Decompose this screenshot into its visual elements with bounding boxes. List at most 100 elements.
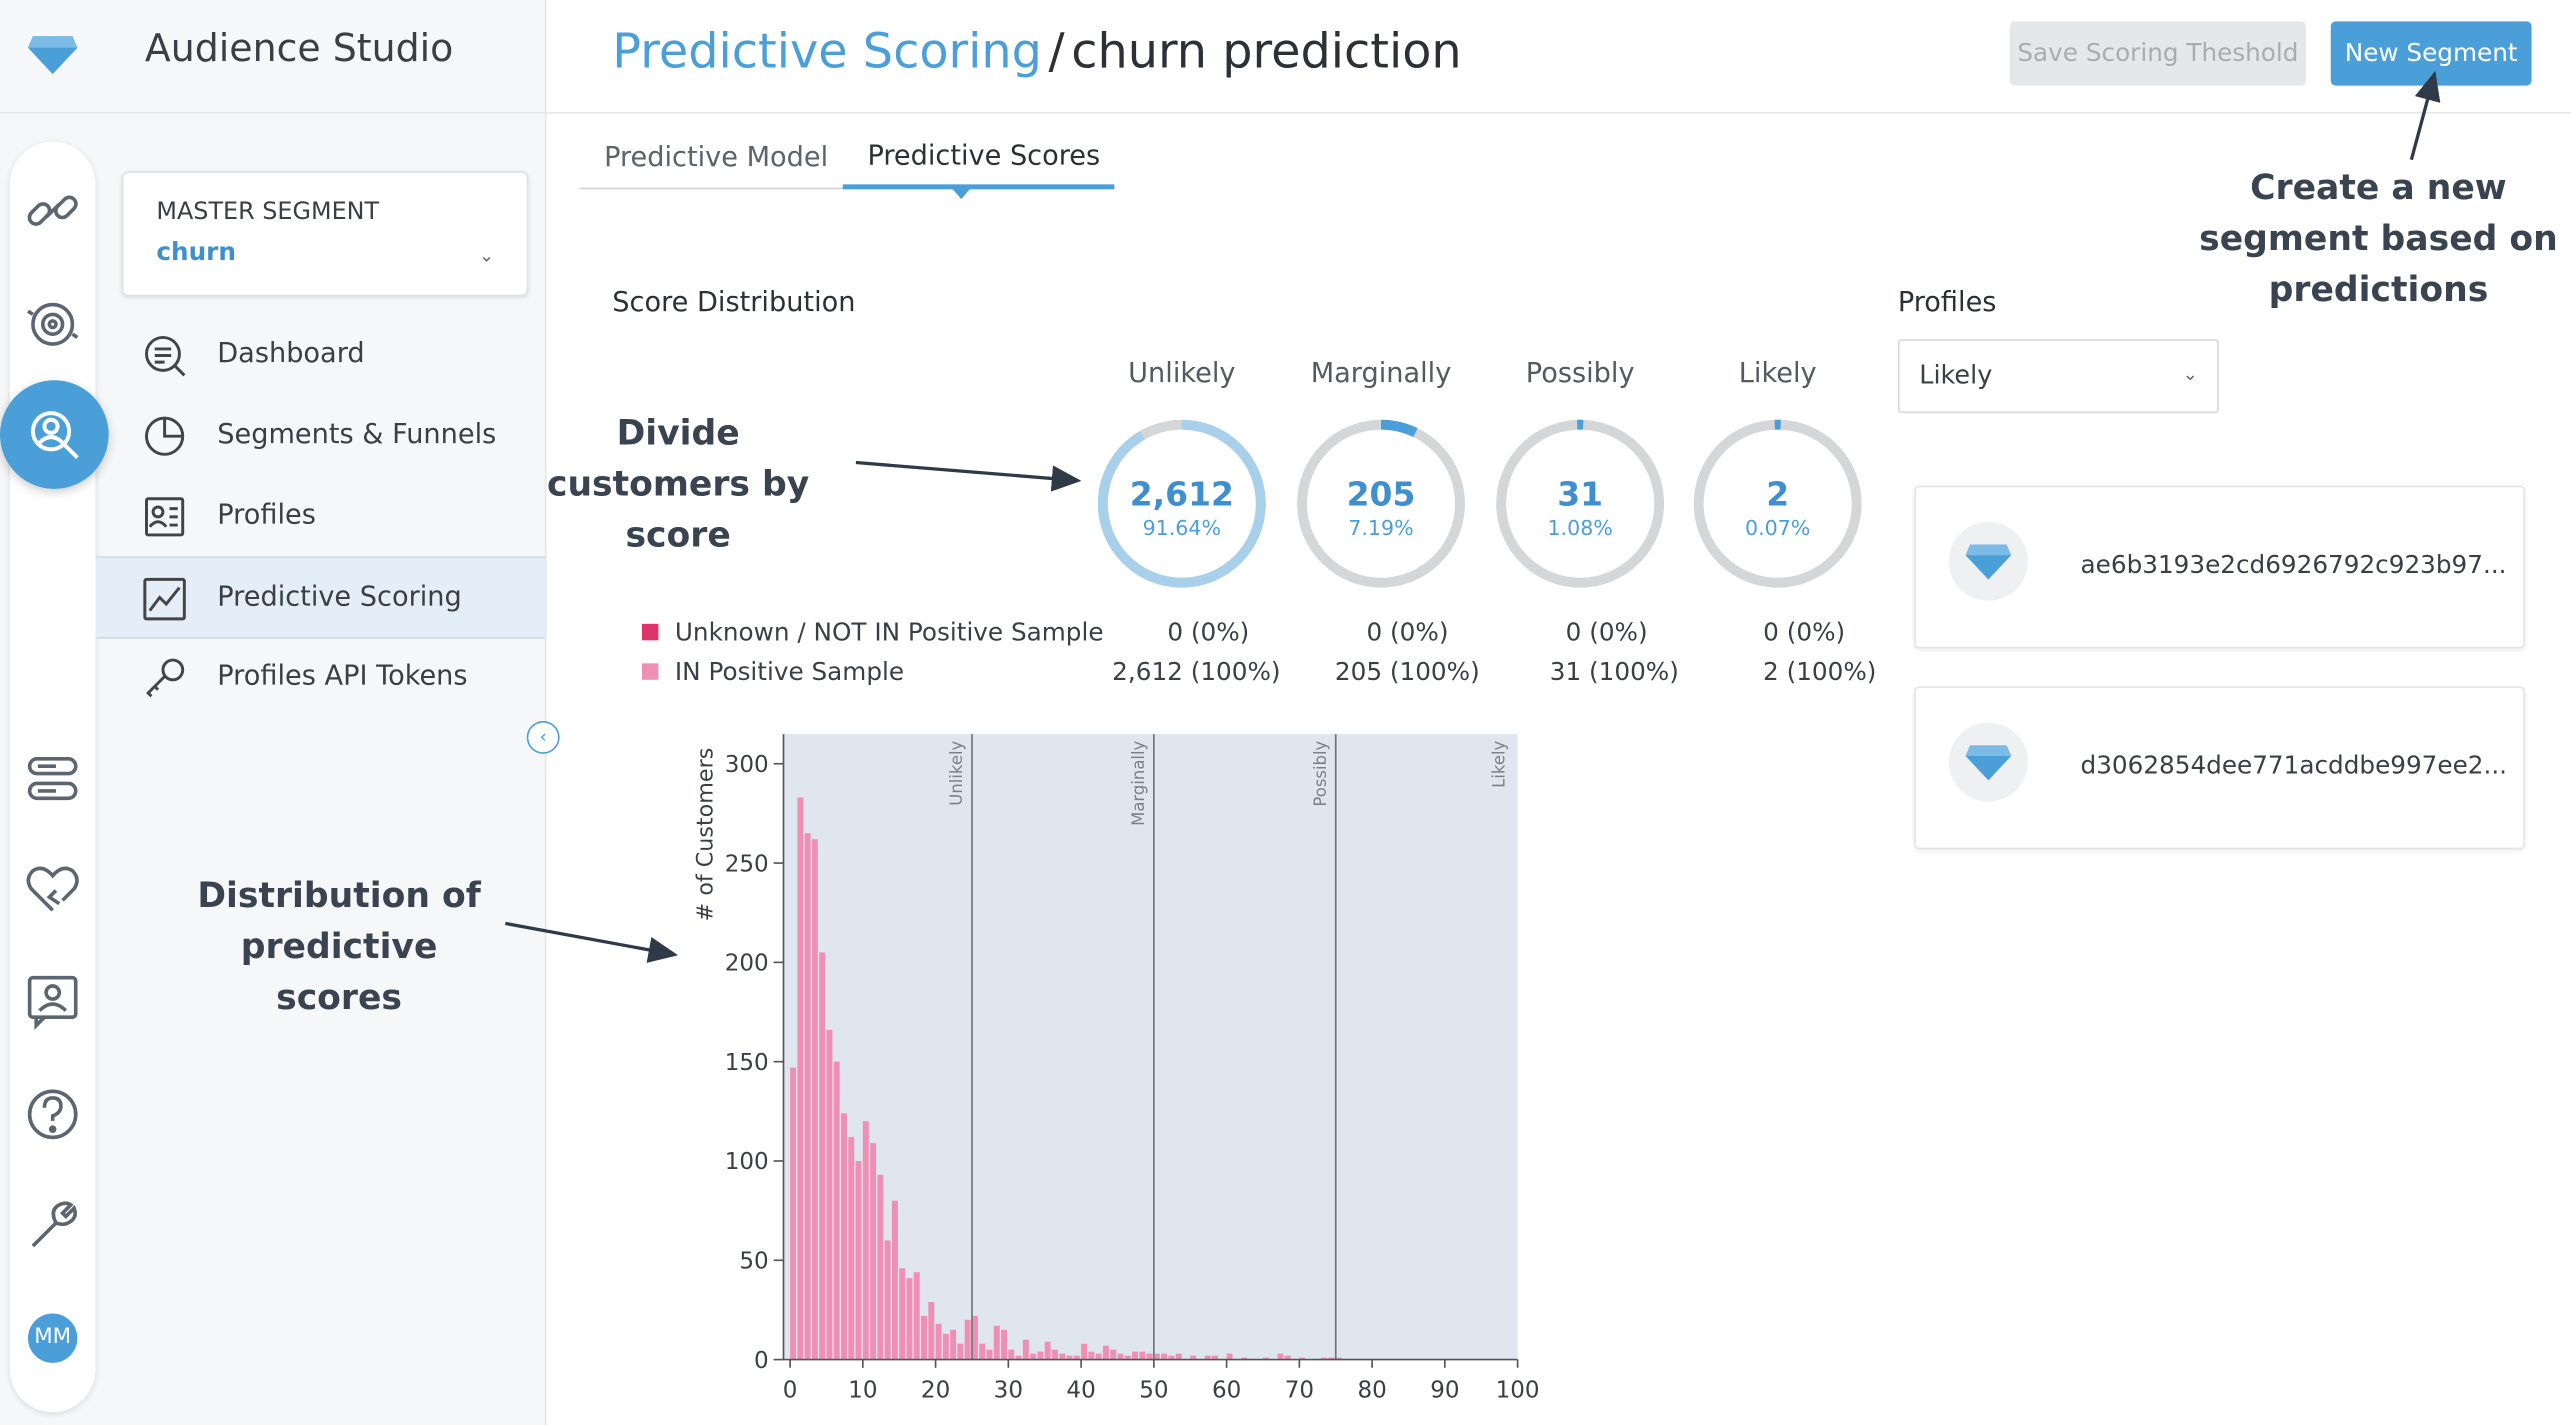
histogram-bar	[1190, 1355, 1197, 1360]
y-tick-label: 250	[725, 851, 769, 877]
x-tick-label: 80	[1357, 1377, 1386, 1403]
possibly-unknown-value: 0 (0%)	[1565, 617, 1648, 647]
tab-predictive-scores[interactable]: Predictive Scores	[867, 139, 1101, 172]
histogram-bar	[1008, 1349, 1015, 1360]
legend-unknown: Unknown / NOT IN Positive Sample	[641, 617, 1104, 647]
histogram-bar	[935, 1323, 942, 1360]
collapse-sidebar-button[interactable]: ‹	[526, 720, 560, 754]
histogram-bar	[928, 1301, 935, 1360]
histogram-bar	[1081, 1343, 1088, 1360]
diamond-icon	[1965, 745, 2012, 781]
heart-icon[interactable]	[23, 859, 82, 918]
histogram-bar	[913, 1272, 920, 1360]
histogram-bar	[797, 797, 804, 1360]
bucket-count: 2	[1766, 474, 1790, 514]
link-icon[interactable]	[23, 181, 82, 240]
donut-possibly[interactable]: 31 1.08%	[1491, 415, 1669, 593]
gear-cycle-icon[interactable]	[23, 295, 82, 354]
histogram-bar	[1102, 1345, 1109, 1360]
x-tick-label: 10	[848, 1377, 877, 1403]
tab-predictive-model[interactable]: Predictive Model	[604, 141, 829, 173]
legend-label: IN Positive Sample	[674, 656, 905, 687]
histogram-bar	[1153, 1353, 1160, 1360]
histogram-bar	[855, 1160, 862, 1360]
profile-card[interactable]: d3062854dee771acddbe997ee2...	[1914, 686, 2525, 850]
user-avatar[interactable]: MM	[27, 1313, 78, 1363]
histogram-bar	[986, 1349, 993, 1360]
save-scoring-threshold-button[interactable]: Save Scoring Theshold	[2009, 21, 2307, 86]
bucket-count: 205	[1346, 474, 1416, 514]
dashboard-icon	[145, 335, 186, 377]
bucket-percent: 91.64%	[1142, 515, 1222, 540]
wrench-icon[interactable]	[23, 1197, 82, 1256]
nav-item-dashboard[interactable]: Dashboard	[95, 314, 544, 393]
line-chart-icon	[143, 577, 186, 621]
histogram-bar	[1022, 1339, 1029, 1360]
histogram-bar	[1059, 1353, 1066, 1360]
histogram-bar	[1321, 1357, 1328, 1360]
rail-item-active[interactable]	[0, 380, 109, 489]
profile-card[interactable]: ae6b3193e2cd6926792c923b97...	[1914, 485, 2525, 649]
nav-item-profiles[interactable]: Profiles	[95, 476, 544, 555]
diamond-logo-icon	[27, 36, 78, 75]
breadcrumb-parent-link[interactable]: Predictive Scoring	[612, 23, 1042, 80]
histogram-bar	[1132, 1351, 1138, 1360]
histogram-bar	[979, 1343, 986, 1360]
profile-id: ae6b3193e2cd6926792c923b97...	[2080, 549, 2507, 580]
bucket-count: 2,612	[1129, 474, 1234, 514]
legend-swatch	[641, 662, 659, 679]
master-segment-select[interactable]: MASTER SEGMENT churn ⌄	[121, 171, 529, 297]
new-segment-button[interactable]: New Segment	[2330, 21, 2532, 86]
nav-item-segments-funnels[interactable]: Segments & Funnels	[95, 395, 544, 474]
threshold-label: Likely	[1489, 740, 1508, 787]
donut-likely[interactable]: 2 0.07%	[1689, 415, 1867, 593]
nav-item-profiles-api-tokens[interactable]: Profiles API Tokens	[95, 637, 544, 716]
histogram-bar	[950, 1329, 957, 1360]
bucket-name-unlikely: Unlikely	[1128, 357, 1236, 389]
histogram-bar	[1299, 1357, 1306, 1360]
histogram-bar	[1073, 1355, 1080, 1360]
histogram-bar	[993, 1325, 1000, 1360]
donut-fill	[1097, 419, 1266, 588]
histogram-bar	[1088, 1351, 1095, 1360]
donut-unlikely[interactable]: 2,612 91.64%	[1093, 415, 1271, 593]
nav-item-predictive-scoring[interactable]: Predictive Scoring	[95, 556, 545, 639]
histogram-bar	[848, 1137, 855, 1360]
histogram-bar	[1117, 1353, 1124, 1360]
page-title: churn prediction	[1071, 23, 1462, 80]
histogram-bar	[1139, 1351, 1146, 1360]
contact-icon[interactable]	[23, 971, 82, 1030]
bucket-name-marginally: Marginally	[1310, 357, 1452, 389]
tab-active-indicator	[842, 184, 1115, 190]
histogram-bar	[862, 1121, 869, 1360]
unlikely-unknown-value: 0 (0%)	[1167, 617, 1250, 647]
histogram-bar	[884, 1240, 891, 1360]
profiles-filter-select[interactable]: Likely ⌄	[1897, 339, 2219, 414]
histogram-bar	[877, 1174, 884, 1360]
x-tick-label: 0	[783, 1377, 798, 1403]
donut-ring	[1496, 419, 1665, 588]
arrow-new-segment	[2409, 70, 2441, 161]
chevron-down-icon: ⌄	[2182, 363, 2198, 386]
histogram-bar	[1241, 1357, 1248, 1360]
help-icon[interactable]	[23, 1085, 82, 1144]
histogram-bar	[942, 1333, 949, 1360]
legend-label: Unknown / NOT IN Positive Sample	[674, 617, 1104, 647]
histogram-bar	[1066, 1355, 1073, 1360]
toggle-list-icon[interactable]	[23, 749, 82, 808]
histogram-bar	[899, 1268, 906, 1360]
nav-label: Profiles API Tokens	[217, 660, 468, 692]
threshold-label: Marginally	[1129, 740, 1148, 825]
histogram-bar	[1015, 1355, 1022, 1360]
y-axis-label: # of Customers	[693, 748, 719, 922]
donut-ring	[1097, 419, 1266, 588]
score-distribution-title: Score Distribution	[612, 286, 856, 318]
marginally-positive-value: 205 (100%)	[1334, 656, 1480, 687]
histogram-bar	[1095, 1353, 1102, 1360]
histogram-bar	[811, 839, 818, 1360]
callout-distribution: Distribution of predictive scores	[197, 875, 481, 1018]
x-tick-label: 100	[1496, 1377, 1540, 1403]
donut-marginally[interactable]: 205 7.19%	[1292, 415, 1470, 593]
breadcrumb-separator: /	[1048, 23, 1065, 80]
